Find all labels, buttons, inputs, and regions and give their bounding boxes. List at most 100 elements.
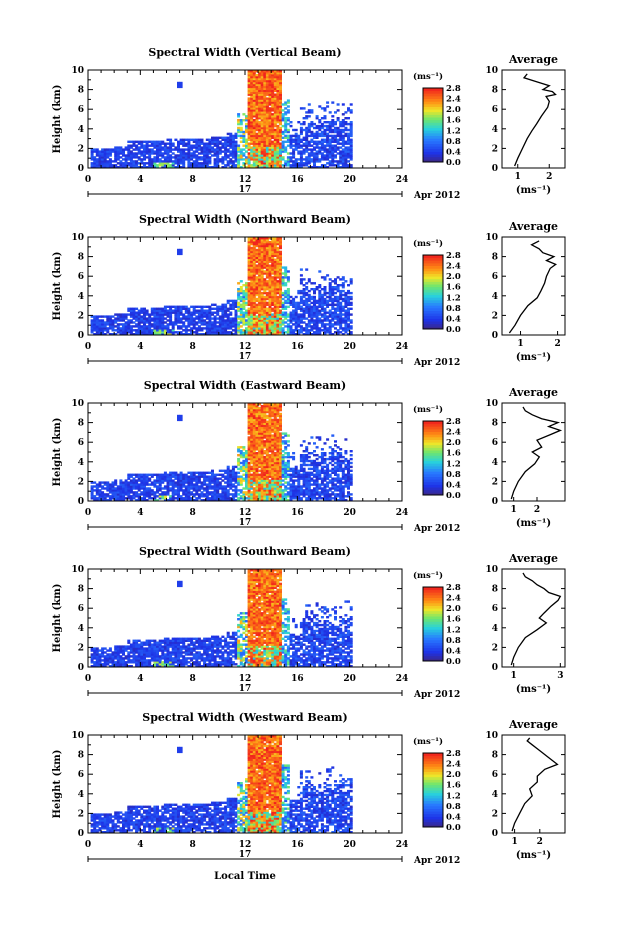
colorbar-tick-label: 1.6 (446, 283, 461, 293)
colorbar-tick-label: 1.6 (446, 116, 461, 126)
y-axis-label: Height (km) (52, 252, 63, 321)
colorbar-segment (423, 589, 443, 593)
y-axis-label: Height (km) (52, 584, 63, 653)
colorbar-segment (423, 323, 443, 327)
panel-title: Spectral Width (Southward Beam) (139, 545, 351, 558)
colorbar-unit: (ms⁻¹) (413, 570, 443, 581)
colorbar-segment (423, 444, 443, 448)
colorbar-tick-label: 1.2 (446, 459, 461, 469)
colorbar-segment (423, 106, 443, 110)
y-tick-label: 10 (71, 66, 84, 76)
colorbar-segment (423, 621, 443, 625)
colorbar-segment (423, 616, 443, 620)
x-tick-label: 20 (343, 508, 356, 518)
average-profile-line (513, 73, 557, 167)
average-frame (501, 734, 566, 834)
colorbar-segment (423, 653, 443, 657)
day-label: 17 (239, 185, 252, 195)
month-label: Apr 2012 (413, 358, 460, 368)
colorbar-tick-label: 1.6 (446, 781, 461, 791)
colorbar-segment (423, 452, 443, 456)
colorbar-segment (423, 771, 443, 775)
colorbar-tick-label: 0.8 (446, 636, 461, 646)
y-tick-label: 4 (78, 790, 84, 800)
colorbar-segment (423, 811, 443, 815)
month-label: Apr 2012 (413, 524, 460, 534)
colorbar-segment (423, 479, 443, 483)
colorbar-segment (423, 313, 443, 317)
colorbar-segment (423, 450, 443, 454)
avg-y-tick-label: 2 (492, 477, 498, 487)
colorbar-segment (423, 428, 443, 432)
colorbar-segment (423, 292, 443, 296)
colorbar-segment (423, 645, 443, 649)
colorbar-segment (423, 289, 443, 293)
colorbar-tick-label: 1.2 (446, 625, 461, 635)
colorbar-tick-label: 0.8 (446, 137, 461, 147)
avg-x-tick-label: 2 (537, 837, 543, 847)
colorbar-segment (423, 637, 443, 641)
average-unit: (ms⁻¹) (516, 850, 551, 861)
x-tick-label: 16 (291, 342, 304, 352)
avg-y-tick-label: 4 (492, 790, 498, 800)
colorbar-segment (423, 465, 443, 469)
avg-y-tick-label: 2 (492, 643, 498, 653)
x-tick-label: 0 (85, 342, 91, 352)
average-frame (501, 69, 566, 169)
x-tick-label: 12 (239, 342, 252, 352)
colorbar-segment (423, 284, 443, 288)
heatmap-cells (90, 735, 353, 834)
avg-y-tick-label: 6 (492, 770, 498, 780)
colorbar-tick-label: 0.4 (446, 646, 461, 656)
colorbar-segment (423, 824, 443, 828)
y-tick-label: 0 (78, 164, 84, 174)
colorbar-segment (423, 117, 443, 121)
colorbar-segment (423, 439, 443, 443)
x-tick-label: 0 (85, 840, 91, 850)
colorbar-segment (423, 138, 443, 142)
avg-y-tick-label: 0 (492, 331, 498, 341)
x-tick-label: 12 (239, 674, 252, 684)
colorbar-segment (423, 594, 443, 598)
colorbar-segment (423, 294, 443, 298)
average-unit: (ms⁻¹) (516, 684, 551, 695)
x-tick-label: 12 (239, 508, 252, 518)
colorbar-segment (423, 792, 443, 796)
y-axis-label: Height (km) (52, 750, 63, 819)
colorbar-segment (423, 262, 443, 266)
colorbar-segment (423, 768, 443, 772)
colorbar-tick-label: 2.0 (446, 272, 461, 282)
colorbar-segment (423, 265, 443, 269)
avg-y-tick-label: 6 (492, 438, 498, 448)
average-unit: (ms⁻¹) (516, 185, 551, 196)
y-tick-label: 4 (78, 458, 84, 468)
colorbar-segment (423, 618, 443, 622)
colorbar-tick-label: 2.4 (446, 594, 461, 604)
month-label: Apr 2012 (413, 856, 460, 866)
y-tick-label: 0 (78, 829, 84, 839)
avg-x-tick-label: 1 (511, 837, 517, 847)
y-tick-label: 8 (78, 585, 84, 595)
colorbar-segment (423, 782, 443, 786)
x-tick-label: 4 (137, 175, 143, 185)
x-tick-label: 20 (343, 840, 356, 850)
avg-y-tick-label: 2 (492, 144, 498, 154)
colorbar-segment (423, 154, 443, 158)
colorbar-segment (423, 286, 443, 290)
colorbar-segment (423, 587, 443, 591)
x-tick-label: 0 (85, 674, 91, 684)
avg-y-tick-label: 6 (492, 105, 498, 115)
avg-x-tick-label: 1 (517, 339, 523, 349)
colorbar-segment (423, 760, 443, 764)
colorbar-segment (423, 642, 443, 646)
average-title: Average (508, 718, 558, 731)
avg-y-tick-label: 8 (492, 751, 498, 761)
colorbar-segment (423, 127, 443, 131)
colorbar-segment (423, 758, 443, 762)
y-tick-label: 4 (78, 292, 84, 302)
colorbar-segment (423, 111, 443, 115)
panel-title: Spectral Width (Northward Beam) (139, 213, 351, 226)
colorbar-segment (423, 130, 443, 134)
avg-y-tick-label: 2 (492, 311, 498, 321)
